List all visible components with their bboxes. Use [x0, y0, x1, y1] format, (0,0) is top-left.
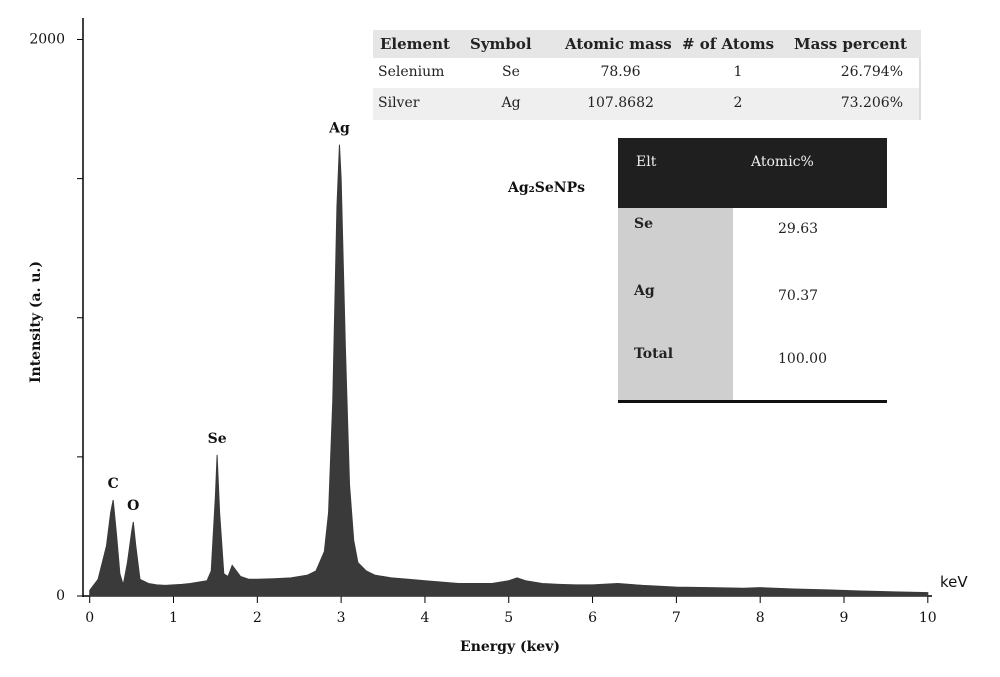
cell: 26.794%: [840, 64, 903, 80]
x-tick-label: 3: [337, 610, 346, 626]
x-axis-label: Energy (kev): [460, 639, 560, 655]
x-tick-label: 2: [253, 610, 262, 626]
peak-label: Ag: [328, 121, 350, 137]
header-cell: Atomic mass: [565, 35, 672, 53]
row-label: Se: [634, 216, 654, 232]
x-tick-label: 8: [756, 610, 765, 626]
y-tick-label: 0: [56, 588, 65, 604]
header-cell: Symbol: [470, 35, 532, 53]
cell: 70.37: [778, 288, 819, 304]
x-unit-label: keV: [940, 573, 968, 591]
bottom-rule: [618, 400, 887, 403]
x-tick-label: 0: [85, 610, 94, 626]
cell: 1: [733, 64, 743, 80]
y-axis-label: Intensity (a. u.): [28, 261, 44, 383]
peak-label: O: [127, 498, 139, 514]
header-cell: Element: [380, 35, 450, 53]
row-band: [373, 88, 921, 120]
x-tick-label: 9: [840, 610, 849, 626]
header-cell: Elt: [636, 154, 657, 170]
header-row: [373, 30, 921, 58]
cell: 78.96: [600, 64, 641, 80]
cell: Silver: [378, 95, 420, 111]
peak-label: Se: [208, 431, 227, 447]
cell: Se: [502, 64, 520, 80]
label-column: [618, 208, 733, 401]
header-cell: # of Atoms: [682, 35, 775, 53]
peak-label: C: [108, 476, 119, 492]
header-cell: Atomic%: [751, 154, 814, 170]
x-tick-label: 1: [169, 610, 178, 626]
mass-table: Element Symbol Atomic mass # of Atoms Mass p…: [373, 30, 921, 120]
header-row: [618, 138, 887, 208]
x-tick-label: 10: [919, 610, 937, 626]
atomic-table: Elt Atomic% Se 29.63 Ag 70.37 Total 100.00: [618, 138, 887, 404]
x-tick-label: 7: [672, 610, 681, 626]
cell: 29.63: [778, 221, 819, 237]
y-tick-label: 2000: [29, 31, 65, 47]
x-tick-label: 5: [504, 610, 513, 626]
cell: Selenium: [378, 64, 445, 80]
row-label: Ag: [634, 283, 655, 299]
row-edge: [919, 58, 921, 120]
cell: 73.206%: [840, 95, 903, 111]
cell: 107.8682: [587, 95, 654, 111]
header-cell: Mass percent: [794, 35, 907, 53]
sample-label: Ag₂SeNPs: [507, 180, 585, 196]
cell: 2: [733, 95, 743, 111]
spectrum-area: [89, 144, 929, 597]
cell: 100.00: [778, 351, 827, 367]
x-tick-label: 6: [588, 610, 597, 626]
row-label: Total: [634, 346, 674, 362]
x-tick-label: 4: [420, 610, 429, 626]
cell: Ag: [501, 95, 521, 111]
